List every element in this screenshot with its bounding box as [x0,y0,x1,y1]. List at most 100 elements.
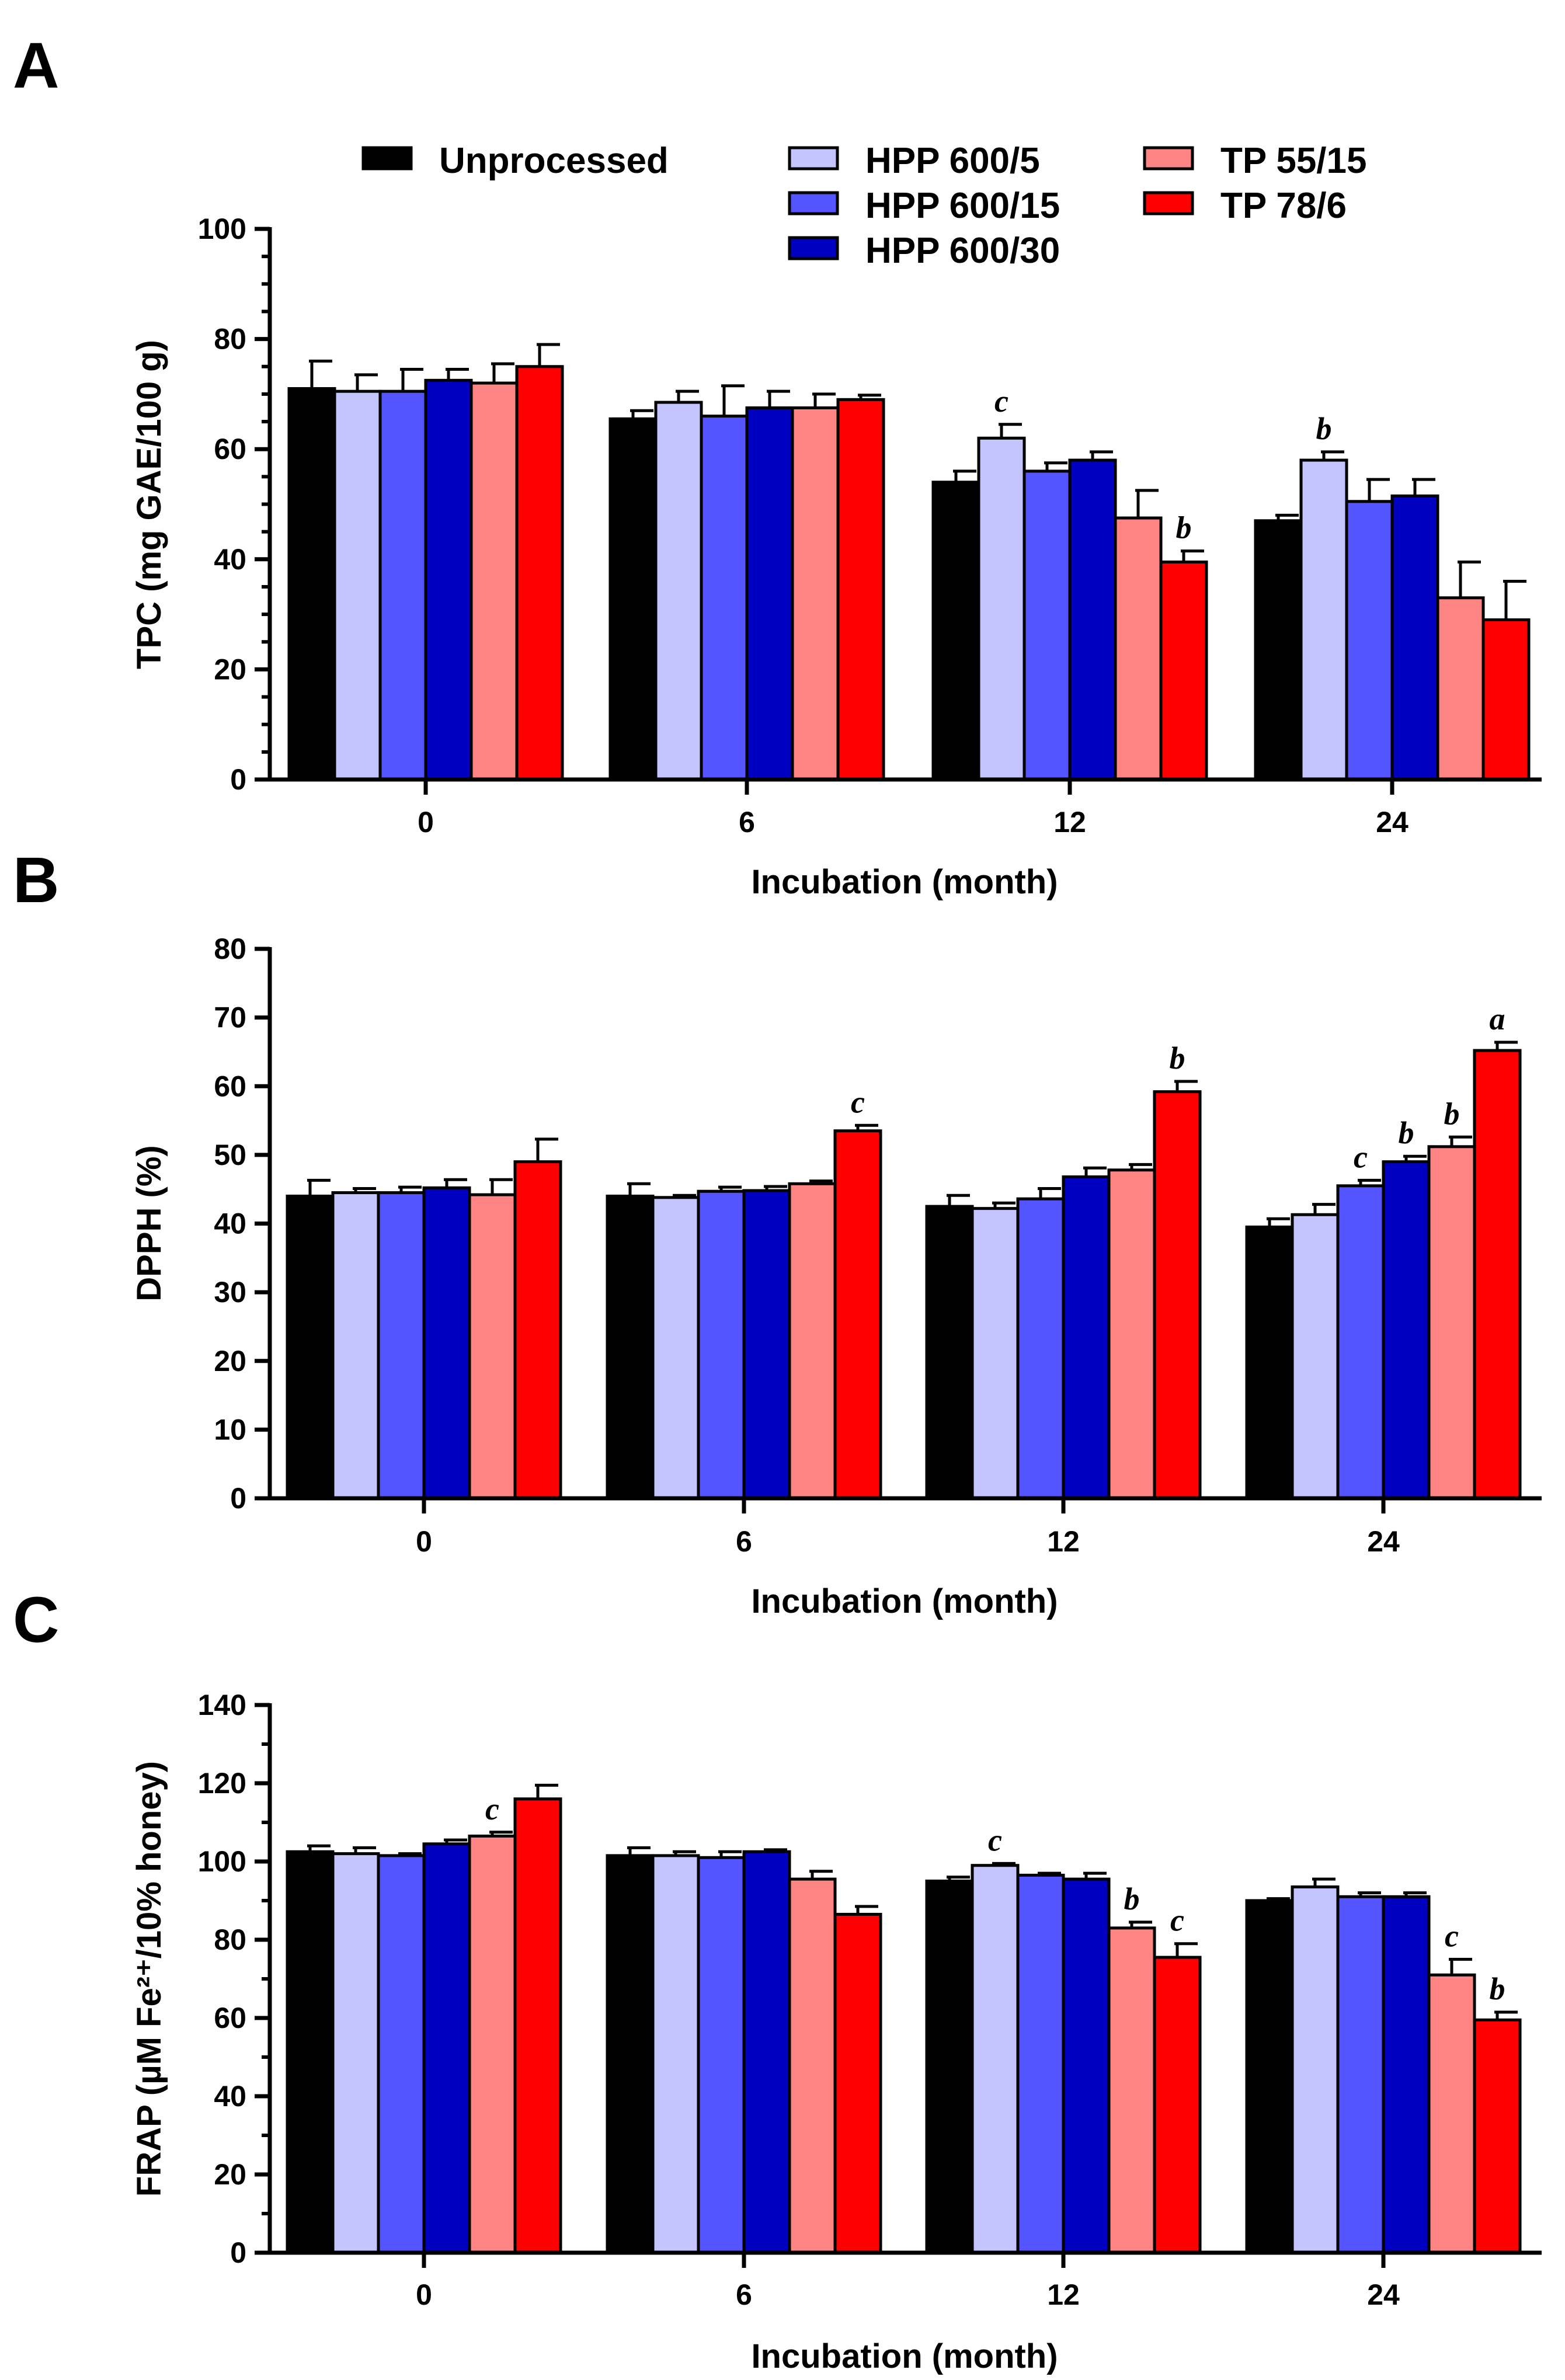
legend-swatch [1143,191,1194,215]
y-tick-label: 80 [214,932,246,965]
significance-label: b [1444,1096,1460,1131]
bar [1382,1895,1431,2254]
bar [1291,1213,1340,1500]
significance-label: b [1124,1881,1140,1916]
bar [925,1880,974,2254]
x-tick-label: 12 [1047,2278,1080,2311]
y-tick-label: 30 [214,1276,246,1309]
bar [925,1205,974,1500]
bar [742,1189,791,1500]
x-tick-label: 24 [1376,806,1409,838]
y-tick-label: 140 [198,1689,246,1721]
bar [977,436,1026,781]
bar [1245,1899,1294,2254]
y-tick-label: 80 [214,323,246,356]
significance-label: c [1354,1139,1368,1174]
bar [470,381,519,781]
legend-label: TP 78/6 [1220,186,1347,226]
legend-swatch [1143,146,1194,171]
legend-label: Unprocessed [439,141,669,181]
bar [1159,561,1208,781]
significance-label: b [1490,1971,1505,2006]
bar [1245,1225,1294,1500]
x-axis-title: Incubation (month) [751,1582,1058,1620]
y-tick-label: 40 [214,543,246,576]
bar [1016,1873,1065,2254]
bar [513,1797,562,2254]
panel-letter-c: C [13,1584,59,1656]
legend-item: HPP 600/15 [788,186,1060,226]
bar [1291,1885,1340,2254]
legend-label: HPP 600/5 [865,141,1040,181]
y-tick-label: 50 [214,1139,246,1171]
x-tick-label: 0 [416,1525,432,1558]
bar [1427,1145,1476,1500]
y-axis-title: TPC (mg GAE/100 g) [130,340,168,669]
y-tick-label: 120 [198,1767,246,1800]
legend-swatch [788,236,839,260]
legend-swatch [788,146,839,171]
bar [1062,1175,1111,1500]
tpc-chart: c b b 0 20 40 60 80 100 0 6 12 24 Incubation (month) T… [130,213,1542,901]
bar [1114,516,1163,781]
bar [1473,1049,1522,1500]
bar [1254,519,1303,781]
y-tick-label: 60 [214,433,246,465]
legend-swatch [361,146,413,171]
bar [700,415,749,781]
bar [1153,1956,1202,2254]
bar [788,1877,837,2254]
y-tick-label: 60 [214,2002,246,2034]
bar [1481,618,1531,781]
bar [1299,458,1348,781]
bar [608,417,658,781]
bar [788,1182,837,1500]
y-tick-label: 20 [214,2158,246,2191]
bar [833,1129,882,1500]
y-tick-label: 20 [214,653,246,686]
bar [742,1850,791,2254]
x-axis-title: Incubation (month) [751,863,1058,901]
x-tick-label: 6 [736,1525,752,1558]
bar [378,389,427,781]
x-tick-label: 24 [1367,1525,1400,1558]
bar [377,1191,426,1500]
legend-item: HPP 600/5 [788,141,1040,181]
bar [331,1191,380,1500]
y-tick-label: 40 [214,1208,246,1240]
bar [971,1864,1020,2254]
bar [286,1194,335,1500]
bar [1068,458,1117,781]
legend: Unprocessed HPP 600/5 HPP 600/15 HPP 600/30… [361,141,1366,271]
legend-item: TP 78/6 [1143,186,1347,226]
bar [1062,1877,1111,2254]
x-tick-label: 0 [416,2278,432,2311]
significance-label: b [1316,411,1332,446]
bar [468,1834,517,2254]
x-tick-label: 0 [418,806,434,838]
bar [1436,596,1485,781]
bar [606,1854,655,2254]
legend-swatch [788,191,839,215]
bar [836,398,885,781]
significance-label: b [1176,510,1192,545]
x-tick-label: 24 [1367,2278,1400,2311]
panel-letter-b: B [13,844,59,916]
bar [1107,1168,1156,1500]
bar [1382,1160,1431,1500]
significance-label: b [1399,1115,1414,1150]
bar [468,1193,517,1500]
bar [1016,1197,1065,1500]
y-tick-label: 0 [230,1482,246,1515]
significance-label: c [851,1084,865,1119]
x-axis-title: Incubation (month) [751,2337,1058,2375]
bar [791,406,840,781]
legend-item: TP 55/15 [1143,141,1366,181]
bar [1023,469,1072,781]
bar [333,389,382,781]
bar [1153,1090,1202,1500]
legend-item: Unprocessed [361,141,669,181]
